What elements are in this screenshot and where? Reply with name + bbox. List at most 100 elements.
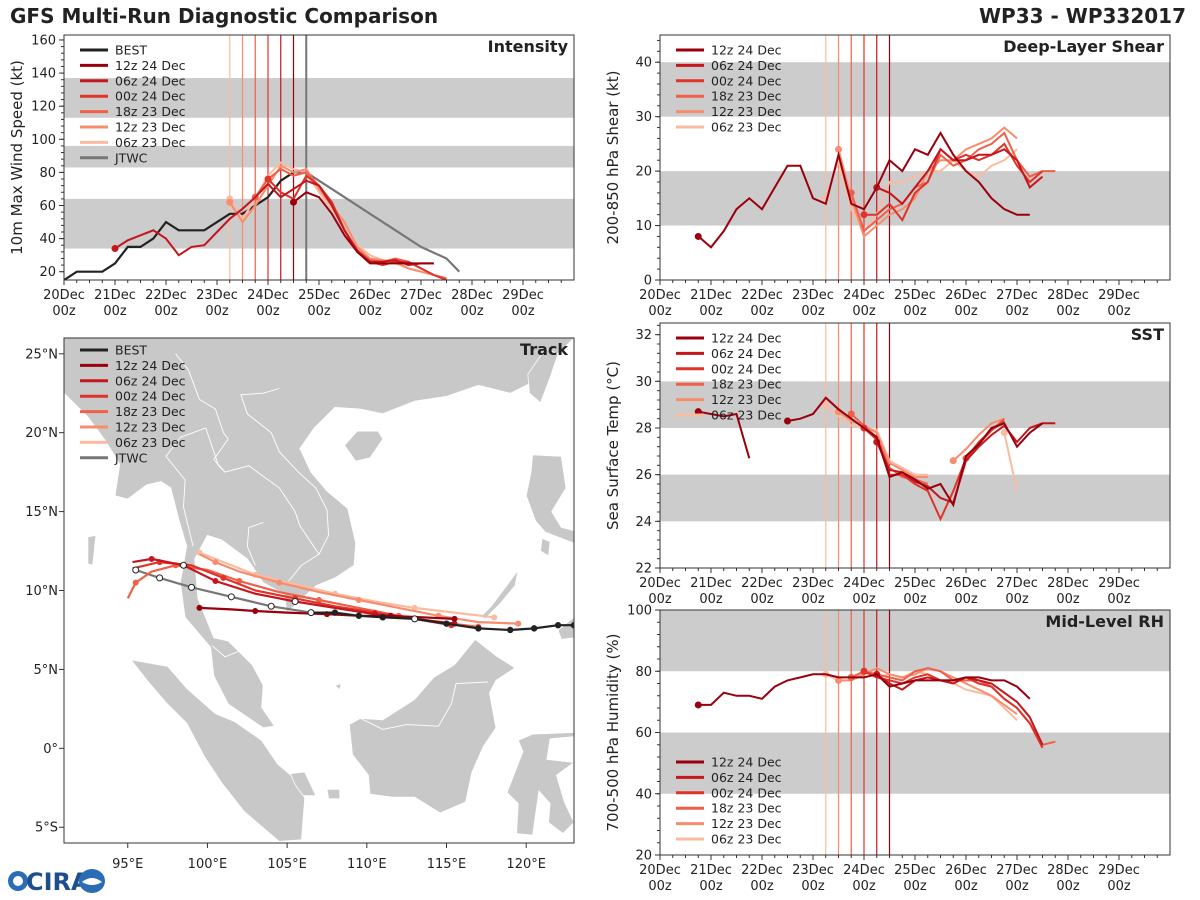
run-start-point xyxy=(694,232,702,240)
land-belitung xyxy=(326,788,341,800)
jtwc-open-point xyxy=(227,593,235,601)
run-start-point xyxy=(694,408,702,416)
legend-label: 12z 24 Dec xyxy=(115,358,186,373)
panel-title: Deep-Layer Shear xyxy=(1003,37,1164,56)
y-tick-label: 40 xyxy=(39,232,56,247)
run-track-point xyxy=(252,608,259,615)
run-line xyxy=(114,179,434,267)
country-border xyxy=(240,388,330,555)
land-bali-lombok xyxy=(440,878,472,888)
y-tick-label: 0 xyxy=(644,274,652,289)
legend-label: 00z 24 Dec xyxy=(115,389,186,404)
shade-band xyxy=(64,145,574,168)
jtwc-open-point xyxy=(132,566,140,574)
x-tick-hour: 00z xyxy=(358,304,382,319)
run-line xyxy=(697,131,1030,249)
run-track-point xyxy=(196,604,203,611)
run-track-point xyxy=(212,578,219,585)
x-tick-date: 27Dec xyxy=(996,576,1038,591)
y-axis-label: 700-500 hPa Humidity (%) xyxy=(604,633,622,831)
shade-band xyxy=(660,732,1170,794)
x-tick-hour: 00z xyxy=(750,304,774,319)
run-line xyxy=(825,403,928,476)
x-tick-hour: 00z xyxy=(852,592,876,607)
jtwc-track-line xyxy=(135,568,312,614)
panel-title: Track xyxy=(520,340,568,359)
legend-label: 12z 23 Dec xyxy=(711,104,782,119)
x-tick-hour: 00z xyxy=(154,304,178,319)
run-start-point xyxy=(847,410,855,418)
land-anambas-natuna xyxy=(334,683,342,691)
legend-label: BEST xyxy=(115,343,147,358)
y-tick-label: 120 xyxy=(31,100,56,115)
run-start-point xyxy=(784,417,791,425)
x-tick-hour: 00z xyxy=(801,879,825,894)
x-tick-hour: 00z xyxy=(1107,304,1131,319)
x-tick-label: 110°E xyxy=(347,857,387,872)
y-tick-label: 80 xyxy=(635,665,652,680)
x-tick-date: 27Dec xyxy=(996,863,1038,878)
run-start-point xyxy=(226,198,234,206)
legend-label: 12z 24 Dec xyxy=(115,58,186,73)
run-start-point xyxy=(860,211,868,219)
run-line xyxy=(876,673,1044,746)
land-sulawesi xyxy=(506,732,574,836)
x-tick-hour: 00z xyxy=(103,304,127,319)
best-track-line xyxy=(64,171,307,280)
track-panel: 95°E 100°E 105°E 110°E 115°E 120°E 5°S 0° 5°N 10°… xyxy=(25,337,575,888)
run-track-point xyxy=(491,614,498,621)
country-border xyxy=(360,681,488,730)
land-mainland-se-asia xyxy=(64,338,574,729)
legend-label: 18z 23 Dec xyxy=(115,404,186,419)
x-tick-date: 24Dec xyxy=(247,288,289,303)
y-axis-label: 10m Max Wind Speed (kt) xyxy=(8,60,26,255)
x-tick-hour: 00z xyxy=(801,304,825,319)
land-bangka xyxy=(289,771,317,797)
x-tick-hour: 00z xyxy=(511,304,535,319)
legend-label: 12z 23 Dec xyxy=(115,120,186,135)
x-tick-date: 25Dec xyxy=(298,288,340,303)
run-start-point xyxy=(949,457,957,465)
legend-label: 18z 23 Dec xyxy=(115,104,186,119)
x-tick-date: 22Dec xyxy=(145,288,187,303)
x-tick-date: 28Dec xyxy=(451,288,493,303)
figure-title: GFS Multi-Run Diagnostic Comparison xyxy=(10,4,439,28)
y-tick-label: 10°N xyxy=(25,584,58,599)
jtwc-open-point xyxy=(307,609,315,617)
run-track-point xyxy=(132,579,139,586)
country-border xyxy=(165,427,226,547)
legend-label: 00z 24 Dec xyxy=(711,73,782,88)
x-tick-date: 25Dec xyxy=(894,576,936,591)
y-tick-label: 5°S xyxy=(35,821,58,836)
y-tick-label: 10 xyxy=(635,219,652,234)
run-line xyxy=(292,191,434,265)
x-tick-date: 20Dec xyxy=(639,863,681,878)
x-tick-date: 21Dec xyxy=(690,863,732,878)
land-hainan xyxy=(343,430,384,462)
legend-label: 00z 24 Dec xyxy=(711,361,782,376)
y-tick-label: 100 xyxy=(31,133,56,148)
run-line xyxy=(825,670,1018,722)
y-tick-label: 22 xyxy=(635,562,652,577)
legend-label: 12z 24 Dec xyxy=(711,331,782,346)
run-line xyxy=(1003,432,1018,492)
y-tick-label: 25°N xyxy=(25,347,58,362)
best-track-point xyxy=(507,626,514,634)
legend-label: 06z 23 Dec xyxy=(115,435,186,450)
y-tick-label: 60 xyxy=(39,199,56,214)
run-start-point xyxy=(860,667,868,675)
plot-area xyxy=(660,610,1170,855)
y-tick-label: 80 xyxy=(39,166,56,181)
land-mindoro-visayas xyxy=(540,537,551,557)
run-line xyxy=(876,147,1044,206)
x-tick-date: 24Dec xyxy=(843,863,885,878)
x-tick-hour: 00z xyxy=(1005,592,1029,607)
x-tick-hour: 00z xyxy=(903,304,927,319)
x-tick-hour: 00z xyxy=(954,592,978,607)
run-track-point xyxy=(316,596,322,603)
x-tick-hour: 00z xyxy=(852,304,876,319)
x-tick-date: 26Dec xyxy=(945,576,987,591)
best-track-point xyxy=(379,614,386,621)
